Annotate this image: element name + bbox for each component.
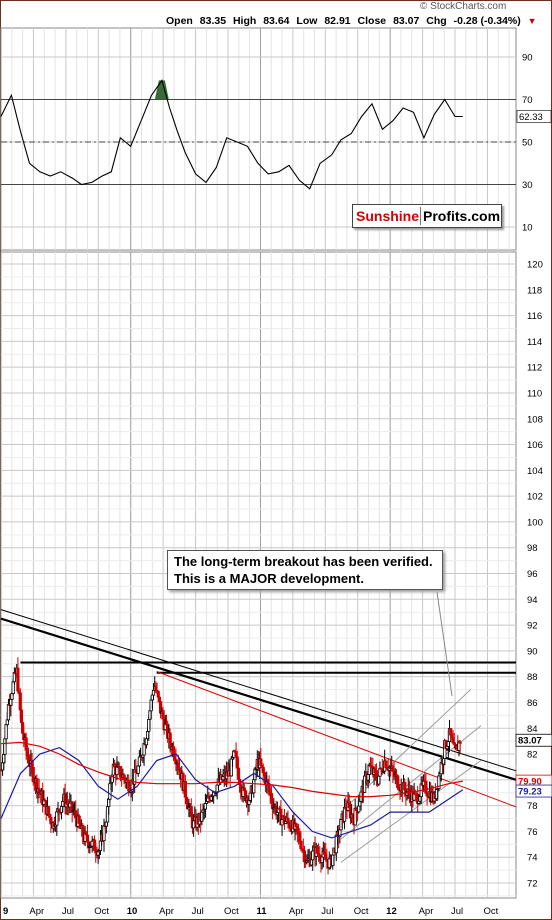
price-bar-body bbox=[203, 803, 208, 810]
open-label: Open bbox=[166, 15, 193, 27]
price-tick-label: 110 bbox=[527, 388, 542, 399]
price-tick-label: 98 bbox=[527, 543, 538, 554]
x-tick-label: Apr bbox=[159, 906, 174, 917]
x-tick-label: Oct bbox=[483, 906, 498, 917]
x-tick-label: Jul bbox=[62, 906, 74, 917]
price-tick-label: 102 bbox=[527, 492, 543, 503]
x-tick-label: Oct bbox=[94, 906, 109, 917]
sma-short-line bbox=[0, 746, 464, 839]
price-tick-label: 88 bbox=[527, 672, 538, 683]
brand-label: © StockCharts.com bbox=[420, 1, 507, 12]
low-label: Low bbox=[296, 15, 318, 27]
price-bar-body bbox=[259, 758, 263, 766]
price-tick-label: 86 bbox=[527, 698, 538, 709]
x-tick-label: Jul bbox=[451, 906, 463, 917]
rsi-tick-label: 90 bbox=[522, 53, 533, 64]
price-tick-label: 118 bbox=[527, 285, 542, 296]
annotation-line-2: This is a MAJOR development. bbox=[174, 571, 364, 586]
logo-separator bbox=[420, 207, 421, 225]
rsi-tick-label: 50 bbox=[522, 138, 533, 149]
price-tick-label: 106 bbox=[527, 440, 543, 451]
x-tick-label: Apr bbox=[29, 906, 44, 917]
price-last-value-label-box bbox=[515, 733, 552, 747]
price-bar-body bbox=[46, 806, 51, 815]
annotation-line-1: The long-term breakout has been verified… bbox=[174, 554, 433, 569]
price-tick-label: 82 bbox=[527, 750, 538, 761]
price-tick-label: 104 bbox=[527, 466, 543, 477]
price-tick-label: 114 bbox=[527, 337, 542, 348]
price-tick-label: 100 bbox=[527, 517, 543, 528]
sunshine-profits-logo: Sunshine Profits.com bbox=[352, 204, 502, 228]
price-tick-label: 120 bbox=[527, 260, 543, 271]
x-tick-label: Jul bbox=[192, 906, 204, 917]
x-tick-label: 12 bbox=[386, 906, 397, 917]
close-label: Close bbox=[357, 15, 387, 27]
price-bars bbox=[0, 657, 462, 875]
x-tick-label: Apr bbox=[419, 906, 434, 917]
price-tick-label: 74 bbox=[527, 853, 538, 864]
price-last-value-label: 83.07 bbox=[518, 736, 542, 747]
rsi-tick-label: 70 bbox=[522, 95, 533, 106]
chg-value: -0.28 (-0.34%) bbox=[453, 15, 521, 27]
price-bar-body bbox=[156, 691, 160, 698]
price-tick-label: 84 bbox=[527, 724, 538, 735]
rsi-last-value-label: 62.33 bbox=[519, 112, 543, 123]
rsi-line bbox=[0, 79, 463, 190]
annotation-box: The long-term breakout has been verified… bbox=[167, 550, 443, 590]
price-tick-label: 76 bbox=[527, 827, 538, 838]
price-tick-label: 96 bbox=[527, 569, 538, 580]
price-tick-label: 108 bbox=[527, 414, 543, 425]
sma-long-last-label: 79.90 bbox=[518, 777, 542, 788]
price-tick-label: 78 bbox=[527, 801, 538, 812]
price-bar-body bbox=[177, 767, 182, 771]
x-tick-label: 11 bbox=[256, 906, 267, 917]
price-bar-body bbox=[19, 709, 24, 723]
sma-long-line bbox=[0, 741, 463, 798]
price-bar-body bbox=[357, 805, 361, 813]
x-tick-label: Oct bbox=[224, 906, 239, 917]
price-tick-label: 94 bbox=[527, 595, 538, 606]
low-value: 82.91 bbox=[324, 15, 351, 27]
red-downtrend-line bbox=[156, 671, 517, 808]
x-tick-label: Apr bbox=[289, 906, 304, 917]
x-tick-label: Jul bbox=[321, 906, 333, 917]
price-bar-body bbox=[4, 724, 8, 740]
price-tick-label: 112 bbox=[527, 363, 542, 374]
logo-part-profits: Profits.com bbox=[423, 208, 501, 224]
down-arrow-icon: ▼ bbox=[527, 16, 537, 26]
sma-short-last-label: 79.23 bbox=[518, 787, 542, 798]
price-bar-body bbox=[157, 696, 162, 702]
x-tick-label: Oct bbox=[354, 906, 369, 917]
rsi-tick-label: 10 bbox=[522, 223, 533, 234]
price-bar-body bbox=[458, 741, 462, 744]
open-value: 83.35 bbox=[199, 15, 227, 27]
rsi-tick-label: 30 bbox=[522, 180, 533, 191]
sma-short-last-label-box bbox=[515, 784, 552, 798]
price-tick-label: 90 bbox=[527, 646, 538, 657]
price-bar-body bbox=[137, 756, 141, 767]
x-tick-label: 10 bbox=[127, 906, 138, 917]
logo-part-sunshine: Sunshine bbox=[356, 208, 420, 224]
price-tick-label: 92 bbox=[527, 621, 538, 632]
channel-lower bbox=[340, 760, 482, 863]
long-term-downtrend-bold bbox=[0, 617, 517, 781]
price-bar-body bbox=[115, 766, 119, 776]
high-value: 83.64 bbox=[263, 15, 290, 27]
high-label: High bbox=[232, 15, 257, 27]
chg-label: Chg bbox=[426, 15, 447, 27]
x-tick-label: 9 bbox=[3, 906, 8, 917]
price-tick-label: 116 bbox=[527, 311, 542, 322]
long-term-downtrend-thin bbox=[0, 609, 517, 772]
rsi-last-badge-box bbox=[516, 110, 552, 123]
ohlc-header: Open 83.35 High 83.64 Low 82.91 Close 83… bbox=[166, 15, 541, 27]
close-value: 83.07 bbox=[393, 15, 420, 27]
price-tick-label: 72 bbox=[527, 879, 538, 890]
price-bar-body bbox=[18, 692, 22, 711]
annotation-pointer bbox=[436, 591, 453, 697]
